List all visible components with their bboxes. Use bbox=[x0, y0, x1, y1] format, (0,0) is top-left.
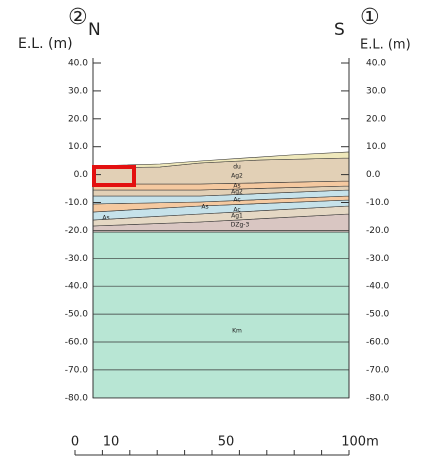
layer-km bbox=[92, 231, 350, 399]
right-tick-label: 30.0 bbox=[366, 86, 386, 96]
left-tick-label: -10.0 bbox=[65, 198, 89, 208]
right-tick-label: -70.0 bbox=[366, 365, 390, 375]
distance-label: 100m bbox=[341, 435, 378, 450]
right-axis-title: E.L. (m) bbox=[360, 38, 411, 53]
left-tick-label: -70.0 bbox=[65, 365, 89, 375]
left-tick-label: 0.0 bbox=[74, 170, 89, 180]
right-tick-label: -20.0 bbox=[366, 226, 390, 236]
left-tick-label: -60.0 bbox=[65, 338, 89, 348]
right-tick-label: -50.0 bbox=[366, 310, 390, 320]
left-tick-label: -50.0 bbox=[65, 310, 89, 320]
distance-scale: 0 10 50 100m bbox=[71, 435, 379, 456]
layer-label: Ag2 bbox=[231, 189, 243, 196]
layer-label: As bbox=[201, 204, 208, 211]
left-tick-label: 20.0 bbox=[68, 114, 88, 124]
right-tick-label: -10.0 bbox=[366, 198, 390, 208]
layer-label: Ag1 bbox=[231, 213, 243, 220]
layer-label: As bbox=[233, 183, 240, 190]
layer-label: Ac bbox=[233, 197, 240, 204]
layer-label: Ac bbox=[233, 207, 240, 214]
right-tick-label: -30.0 bbox=[366, 254, 390, 264]
left-marker: ② bbox=[68, 5, 88, 30]
distance-label: 50 bbox=[218, 435, 235, 450]
left-tick-label: 40.0 bbox=[68, 59, 88, 69]
left-tick-label: -20.0 bbox=[65, 226, 89, 236]
layer-label: du bbox=[233, 164, 241, 171]
layers bbox=[92, 151, 350, 399]
scale-ticks bbox=[74, 450, 350, 455]
right-tick-label: 20.0 bbox=[366, 114, 386, 124]
layer-label: Km bbox=[232, 328, 242, 335]
layer-label: As bbox=[102, 215, 109, 222]
right-tick-label: 0.0 bbox=[366, 170, 381, 180]
highlight-box bbox=[92, 165, 136, 187]
left-tick-label: 10.0 bbox=[68, 142, 88, 152]
elevation-ticks: 40.0 40.0 30.0 30.0 20.0 20.0 10.0 10.0 0.0 0.0 -1… bbox=[65, 59, 390, 404]
left-axis-title: E.L. (m) bbox=[18, 36, 73, 52]
right-tick-label: 40.0 bbox=[366, 59, 386, 69]
right-tick-label: -60.0 bbox=[366, 338, 390, 348]
left-tick-label: -80.0 bbox=[65, 393, 89, 403]
layer-labels: du Ag2 As Ag2 Ac As Ac Ag1 DZg-3 As Km bbox=[102, 164, 249, 335]
distance-label: 10 bbox=[103, 435, 120, 450]
right-marker: ① bbox=[360, 5, 380, 30]
left-tick-label: -40.0 bbox=[65, 282, 89, 292]
right-tick-label: -80.0 bbox=[366, 393, 390, 403]
left-tick-label: 30.0 bbox=[68, 86, 88, 96]
distance-label: 0 bbox=[71, 435, 79, 450]
right-tick-label: -40.0 bbox=[366, 282, 390, 292]
left-direction: N bbox=[88, 20, 101, 40]
layer-label: DZg-3 bbox=[231, 222, 250, 229]
left-tick-label: -30.0 bbox=[65, 254, 89, 264]
layer-label: Ag2 bbox=[231, 173, 243, 180]
right-direction: S bbox=[334, 20, 345, 40]
right-tick-label: 10.0 bbox=[366, 142, 386, 152]
